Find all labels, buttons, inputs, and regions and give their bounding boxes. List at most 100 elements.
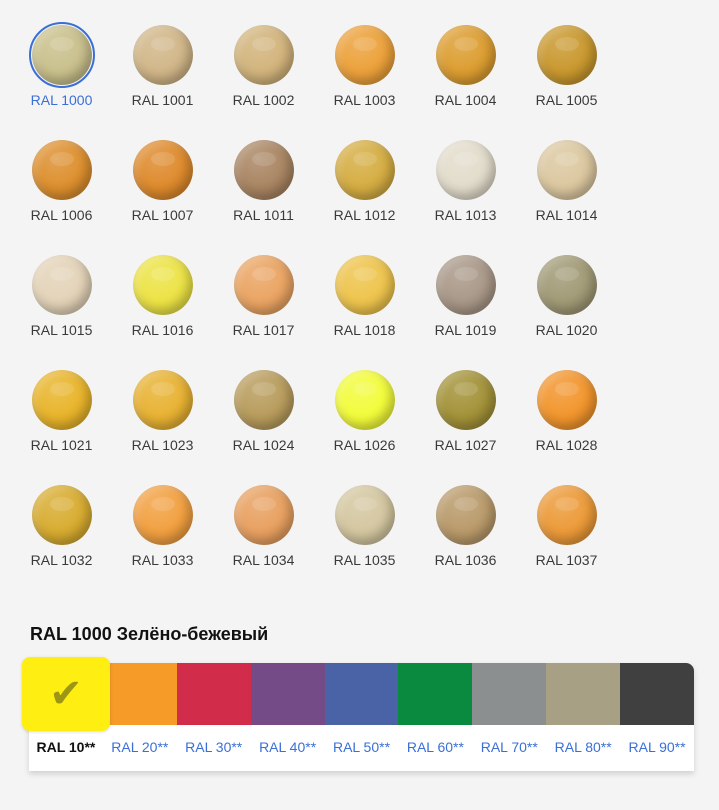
check-icon: ✔: [49, 671, 83, 717]
group-swatch: [472, 663, 547, 725]
color-ball: [31, 485, 92, 545]
group-label: RAL 10**: [36, 739, 96, 755]
color-swatch[interactable]: RAL 1007: [112, 137, 213, 252]
group-label: RAL 30**: [185, 739, 243, 755]
color-swatch[interactable]: RAL 1019: [415, 252, 516, 367]
color-swatch[interactable]: RAL 1002: [213, 22, 314, 137]
color-group-tab[interactable]: RAL 20**: [102, 663, 177, 771]
color-ball: [435, 25, 496, 85]
color-ball: [233, 25, 294, 85]
swatch-ring: [231, 482, 297, 548]
group-label: RAL 60**: [406, 739, 464, 755]
group-swatch: [102, 663, 177, 725]
swatch-label: RAL 1007: [131, 207, 194, 223]
color-ball: [334, 370, 395, 430]
swatch-label: RAL 1027: [434, 437, 497, 453]
swatch-label: RAL 1020: [535, 322, 598, 338]
swatch-ring: [433, 137, 499, 203]
color-swatch[interactable]: RAL 1011: [213, 137, 314, 252]
color-group-tab[interactable]: RAL 60**: [398, 663, 473, 771]
color-ball: [132, 25, 193, 85]
color-swatch[interactable]: RAL 1032: [11, 482, 112, 597]
swatch-label: RAL 1021: [30, 437, 93, 453]
color-swatch[interactable]: RAL 1021: [11, 367, 112, 482]
color-ball: [536, 25, 597, 85]
color-swatch[interactable]: RAL 1023: [112, 367, 213, 482]
color-ball: [132, 485, 193, 545]
color-swatch[interactable]: RAL 1018: [314, 252, 415, 367]
color-swatch[interactable]: RAL 1036: [415, 482, 516, 597]
swatch-label: RAL 1018: [333, 322, 396, 338]
color-swatch[interactable]: RAL 1015: [11, 252, 112, 367]
swatch-ring: [433, 482, 499, 548]
swatch-label: RAL 1024: [232, 437, 295, 453]
color-swatch[interactable]: RAL 1013: [415, 137, 516, 252]
swatch-ring: [433, 22, 499, 88]
color-group-tab[interactable]: RAL 50**: [324, 663, 399, 771]
color-swatch[interactable]: RAL 1003: [314, 22, 415, 137]
color-ball: [233, 140, 294, 200]
color-swatch[interactable]: RAL 1006: [11, 137, 112, 252]
swatch-ring: [332, 252, 398, 318]
color-ball: [233, 255, 294, 315]
group-swatch: [620, 663, 694, 725]
color-ball: [435, 370, 496, 430]
color-group-bar: RAL 10** RAL 20** RAL 30** RAL 40** RAL 50**…: [29, 663, 694, 771]
color-swatch[interactable]: RAL 1005: [516, 22, 617, 137]
color-ball: [334, 485, 395, 545]
color-swatch[interactable]: RAL 1014: [516, 137, 617, 252]
group-swatch: [324, 663, 399, 725]
color-ball: [31, 370, 92, 430]
color-ball: [334, 255, 395, 315]
color-ball: [233, 485, 294, 545]
color-swatch[interactable]: RAL 1035: [314, 482, 415, 597]
color-swatch-grid: RAL 1000 RAL 1001 RAL 1002 RAL 1003 RAL 1004…: [11, 22, 631, 597]
color-swatch[interactable]: RAL 1012: [314, 137, 415, 252]
color-swatch[interactable]: RAL 1024: [213, 367, 314, 482]
color-group-tab[interactable]: RAL 80**: [546, 663, 621, 771]
active-group-tile[interactable]: ✔: [22, 657, 110, 731]
color-ball: [31, 25, 92, 85]
swatch-ring: [29, 137, 95, 203]
swatch-ring: [130, 252, 196, 318]
color-swatch[interactable]: RAL 1034: [213, 482, 314, 597]
swatch-label: RAL 1023: [131, 437, 194, 453]
color-group-tab[interactable]: RAL 70**: [472, 663, 547, 771]
color-group-tab[interactable]: RAL 30**: [176, 663, 251, 771]
color-swatch[interactable]: RAL 1037: [516, 482, 617, 597]
color-ball: [334, 25, 395, 85]
color-ball: [536, 370, 597, 430]
color-group-tab[interactable]: RAL 40**: [250, 663, 325, 771]
swatch-label: RAL 1000: [30, 92, 93, 108]
swatch-ring: [130, 482, 196, 548]
swatch-ring: [130, 22, 196, 88]
color-swatch[interactable]: RAL 1026: [314, 367, 415, 482]
color-ball: [233, 370, 294, 430]
color-swatch[interactable]: RAL 1001: [112, 22, 213, 137]
swatch-ring: [534, 137, 600, 203]
color-ball: [435, 485, 496, 545]
swatch-ring: [534, 482, 600, 548]
color-swatch[interactable]: RAL 1004: [415, 22, 516, 137]
swatch-label: RAL 1002: [232, 92, 295, 108]
color-swatch[interactable]: RAL 1017: [213, 252, 314, 367]
color-group-tab[interactable]: RAL 90**: [620, 663, 694, 771]
swatch-label: RAL 1003: [333, 92, 396, 108]
swatch-label: RAL 1004: [434, 92, 497, 108]
color-ball: [31, 255, 92, 315]
group-swatch: [398, 663, 473, 725]
swatch-label: RAL 1001: [131, 92, 194, 108]
color-swatch[interactable]: RAL 1000: [11, 22, 112, 137]
color-ball: [334, 140, 395, 200]
selected-color-title: RAL 1000 Зелёно-бежевый: [30, 624, 269, 644]
color-swatch[interactable]: RAL 1033: [112, 482, 213, 597]
swatch-label: RAL 1036: [434, 552, 497, 568]
group-swatch: [546, 663, 621, 725]
color-swatch[interactable]: RAL 1027: [415, 367, 516, 482]
color-swatch[interactable]: RAL 1016: [112, 252, 213, 367]
color-swatch[interactable]: RAL 1020: [516, 252, 617, 367]
color-ball: [31, 140, 92, 200]
group-label: RAL 70**: [480, 739, 538, 755]
color-swatch[interactable]: RAL 1028: [516, 367, 617, 482]
swatch-ring: [28, 22, 95, 88]
